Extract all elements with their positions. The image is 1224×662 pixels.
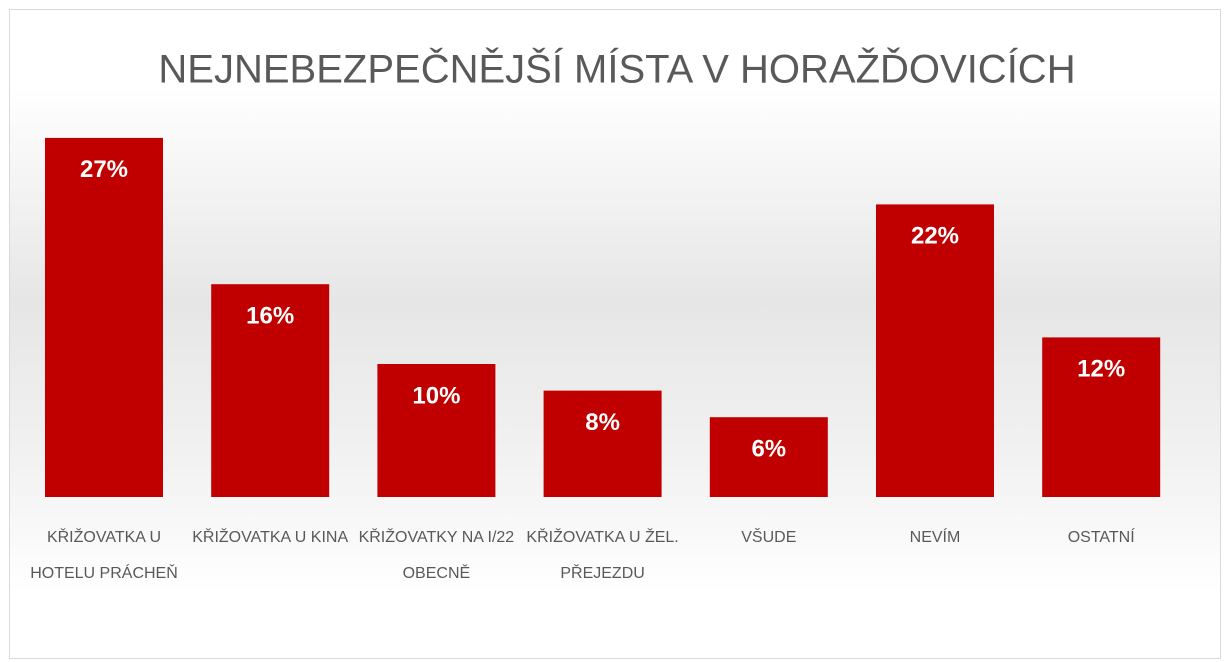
bar: [1042, 337, 1161, 497]
x-tick-label: KŘIŽOVATKY NA I/22 OBECNĚ: [358, 529, 515, 582]
value-label: 12%: [1077, 356, 1125, 383]
value-label: 16%: [246, 303, 294, 330]
bar: [876, 204, 994, 497]
bar: [45, 137, 163, 497]
bar: [709, 417, 828, 497]
value-label: 6%: [751, 436, 786, 463]
x-tick-label: KŘIŽOVATKA U ŽEL. PŘEJEZDU: [526, 529, 679, 582]
bar: [377, 364, 496, 497]
chart-title: NEJNEBEZPEČNĚJŠÍ MÍSTA V HORAŽĎOVICÍCH: [158, 47, 1075, 92]
x-tick-label: KŘIŽOVATKA U HOTELU PRÁCHEŇ: [30, 529, 178, 582]
value-label: 10%: [412, 382, 460, 409]
x-tick-label: NEVÍM: [909, 529, 961, 546]
value-label: 22%: [911, 223, 959, 250]
value-label: 27%: [80, 156, 128, 183]
x-tick-label: VŠUDE: [741, 529, 797, 546]
x-tick-label: OSTATNÍ: [1067, 529, 1135, 546]
bar: [211, 284, 330, 497]
bar: [543, 390, 662, 497]
value-label: 8%: [585, 409, 620, 436]
chart-frame: [9, 9, 1221, 659]
x-tick-label: KŘIŽOVATKA U KINA: [192, 529, 349, 546]
